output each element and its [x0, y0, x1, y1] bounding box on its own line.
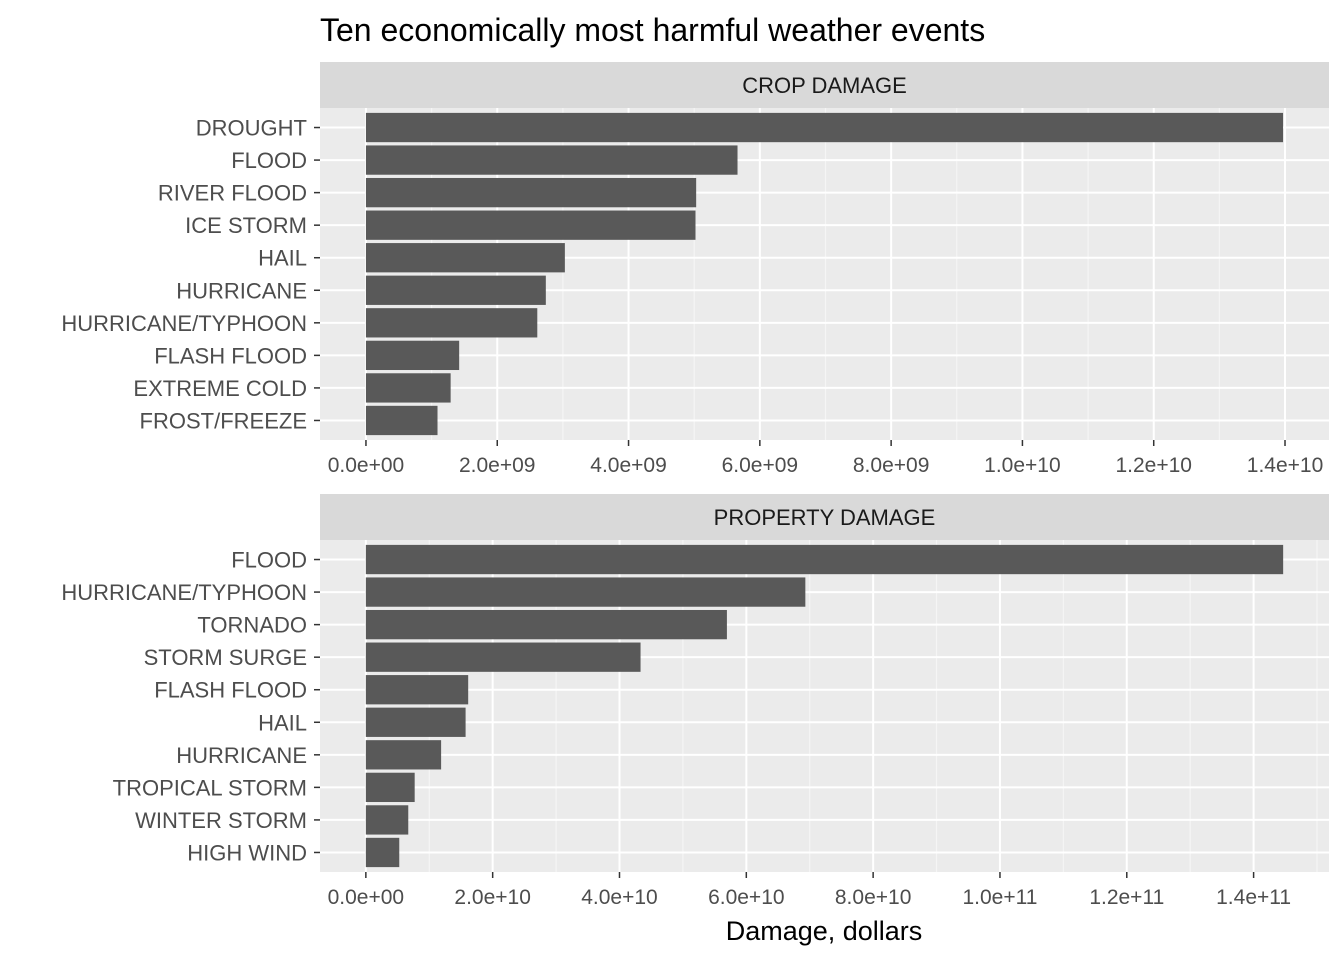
bar	[365, 145, 738, 175]
y-tick-label: HURRICANE/TYPHOON	[61, 311, 307, 336]
x-tick-label: 6.0e+09	[722, 454, 799, 477]
bar	[365, 642, 641, 672]
bar	[365, 373, 451, 403]
y-tick-label: TROPICAL STORM	[113, 775, 307, 800]
facet-strip-label: CROP DAMAGE	[742, 73, 907, 98]
x-tick-label: 2.0e+10	[454, 886, 531, 909]
y-tick-label: RIVER FLOOD	[158, 181, 307, 206]
x-tick-label: 8.0e+10	[835, 886, 912, 909]
bar	[365, 544, 1284, 575]
y-tick-label: STORM SURGE	[144, 645, 307, 670]
y-tick-label: HURRICANE/TYPHOON	[61, 580, 307, 605]
bar	[365, 112, 1284, 143]
y-tick-label: HAIL	[258, 710, 307, 735]
y-tick-label: HURRICANE	[176, 278, 307, 303]
bar	[365, 805, 409, 835]
panel-property-damage: PROPERTY DAMAGE FLOOD HURRICANE/TYPHOON TOR…	[61, 494, 1329, 909]
y-tick-label: HURRICANE	[176, 743, 307, 768]
x-tick-label: 0.0e+00	[328, 454, 405, 477]
x-tick-label: 1.2e+10	[1115, 454, 1192, 477]
bar	[365, 243, 565, 273]
x-axis-title: Damage, dollars	[726, 916, 923, 946]
panel-crop-damage: CROP DAMAGE DROUGHT FLOOD RIVER FLOOD ICE ST…	[61, 62, 1329, 477]
y-tick-label: HAIL	[258, 246, 307, 271]
y-tick-label: FLOOD	[231, 148, 307, 173]
x-tick-label: 1.0e+11	[962, 886, 1037, 909]
bar	[365, 707, 466, 737]
facet-strip	[320, 62, 1329, 108]
facet-strip	[320, 494, 1329, 540]
x-tick-label: 1.2e+11	[1089, 886, 1164, 909]
x-tick-label: 1.4e+11	[1216, 886, 1291, 909]
bar	[365, 177, 697, 208]
bar	[365, 609, 727, 640]
facet-strip-label: PROPERTY DAMAGE	[714, 505, 936, 530]
bar	[365, 675, 469, 705]
y-tick-label: DROUGHT	[196, 116, 307, 141]
bar	[365, 740, 442, 770]
x-tick-label: 0.0e+00	[328, 886, 405, 909]
x-tick-label: 6.0e+10	[708, 886, 785, 909]
y-tick-label: FLASH FLOOD	[154, 678, 307, 703]
y-tick-label: WINTER STORM	[135, 808, 307, 833]
chart-title: Ten economically most harmful weather ev…	[320, 12, 985, 48]
y-tick-label: ICE STORM	[185, 213, 307, 238]
y-tick-label: TORNADO	[197, 613, 307, 638]
panels-group: CROP DAMAGE DROUGHT FLOOD RIVER FLOOD ICE ST…	[61, 62, 1329, 909]
x-tick-label: 4.0e+10	[581, 886, 658, 909]
bar	[365, 772, 415, 803]
x-tick-label: 8.0e+09	[853, 454, 930, 477]
bar	[365, 308, 538, 338]
x-tick-label: 2.0e+09	[459, 454, 536, 477]
bar	[365, 577, 806, 607]
y-tick-label: FLASH FLOOD	[154, 343, 307, 368]
y-tick-label: FROST/FREEZE	[140, 408, 307, 433]
y-tick-label: HIGH WIND	[187, 840, 307, 865]
bar	[365, 275, 546, 305]
bar	[365, 405, 438, 436]
bar	[365, 340, 460, 371]
y-tick-label: EXTREME COLD	[133, 376, 307, 401]
bar	[365, 210, 696, 240]
x-tick-label: 1.4e+10	[1247, 454, 1324, 477]
y-tick-label: FLOOD	[231, 548, 307, 573]
bar	[365, 837, 400, 868]
x-tick-label: 1.0e+10	[984, 454, 1061, 477]
x-tick-label: 4.0e+09	[590, 454, 667, 477]
